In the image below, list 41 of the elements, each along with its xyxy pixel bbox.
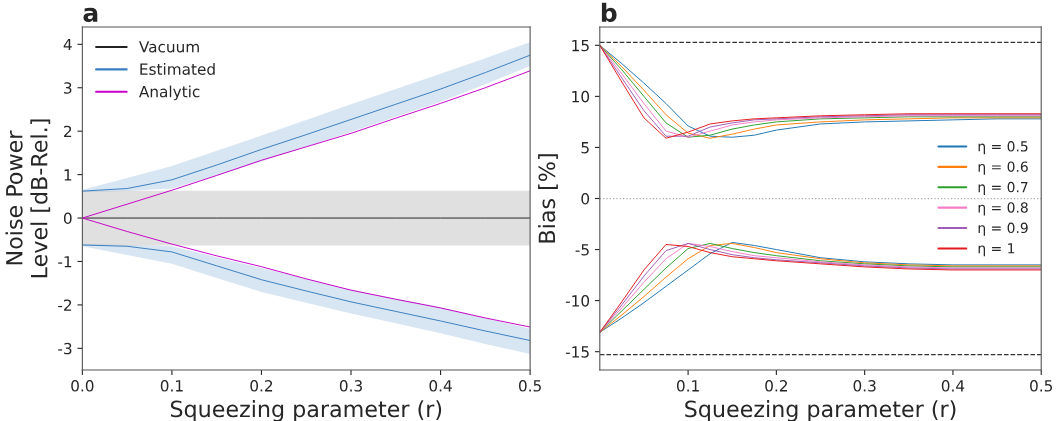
y-tick-label: 2 [64,125,72,137]
x-tick-label: 0.1 [160,380,183,392]
legend-label: η = 0.9 [978,222,1028,236]
y-tick-label: -2 [58,299,72,311]
legend-label: η = 0.6 [978,161,1028,175]
y-tick-label: 0 [581,192,590,205]
y-tick-label: -1 [58,256,72,268]
x-tick-label: 0.2 [250,380,273,392]
legend-label: Vacuum [139,41,199,53]
y-tick-label: -5 [575,244,589,256]
x-tick-label: 0.2 [765,380,787,392]
x-axis-title: Squeezing parameter (r) [170,400,442,421]
y-tick-label: 0 [63,212,72,225]
x-tick-label: 0.4 [429,380,452,392]
y-tick-label: 1 [64,169,72,181]
chart-title: b [601,2,617,23]
legend-label: Analytic [139,85,200,101]
y-tick-label: -10 [565,295,590,307]
legend-label: η = 1 [978,243,1015,257]
x-axis-title: Squeezing parameter (r) [685,400,956,421]
x-tick-label: 0.0 [71,380,94,392]
y-axis-title: Noise Power Level [dB-Rel.] [5,119,51,278]
x-tick-label: 0.5 [518,380,541,392]
x-tick-label: 0.3 [339,380,362,392]
y-tick-label: 4 [63,38,72,51]
legend-label: η = 0.5 [978,141,1028,155]
legend-label: η = 0.7 [978,181,1028,196]
y-tick-label: 3 [64,82,72,94]
chart-title: a [83,7,98,23]
legend-label: Estimated [140,63,215,75]
legend-label: η = 0.8 [978,202,1028,216]
y-tick-label: 10 [572,90,590,103]
x-tick-label: 0.1 [676,380,699,392]
y-axis-title: Bias [%] [538,154,558,243]
y-tick-label: -3 [58,342,72,355]
x-tick-label: 0.4 [941,380,965,392]
x-tick-label: 0.5 [1030,380,1053,392]
y-tick-label: 5 [581,142,589,154]
y-tick-label: 15 [572,39,589,52]
y-tick-label: -15 [565,346,589,358]
x-tick-label: 0.3 [853,380,876,392]
